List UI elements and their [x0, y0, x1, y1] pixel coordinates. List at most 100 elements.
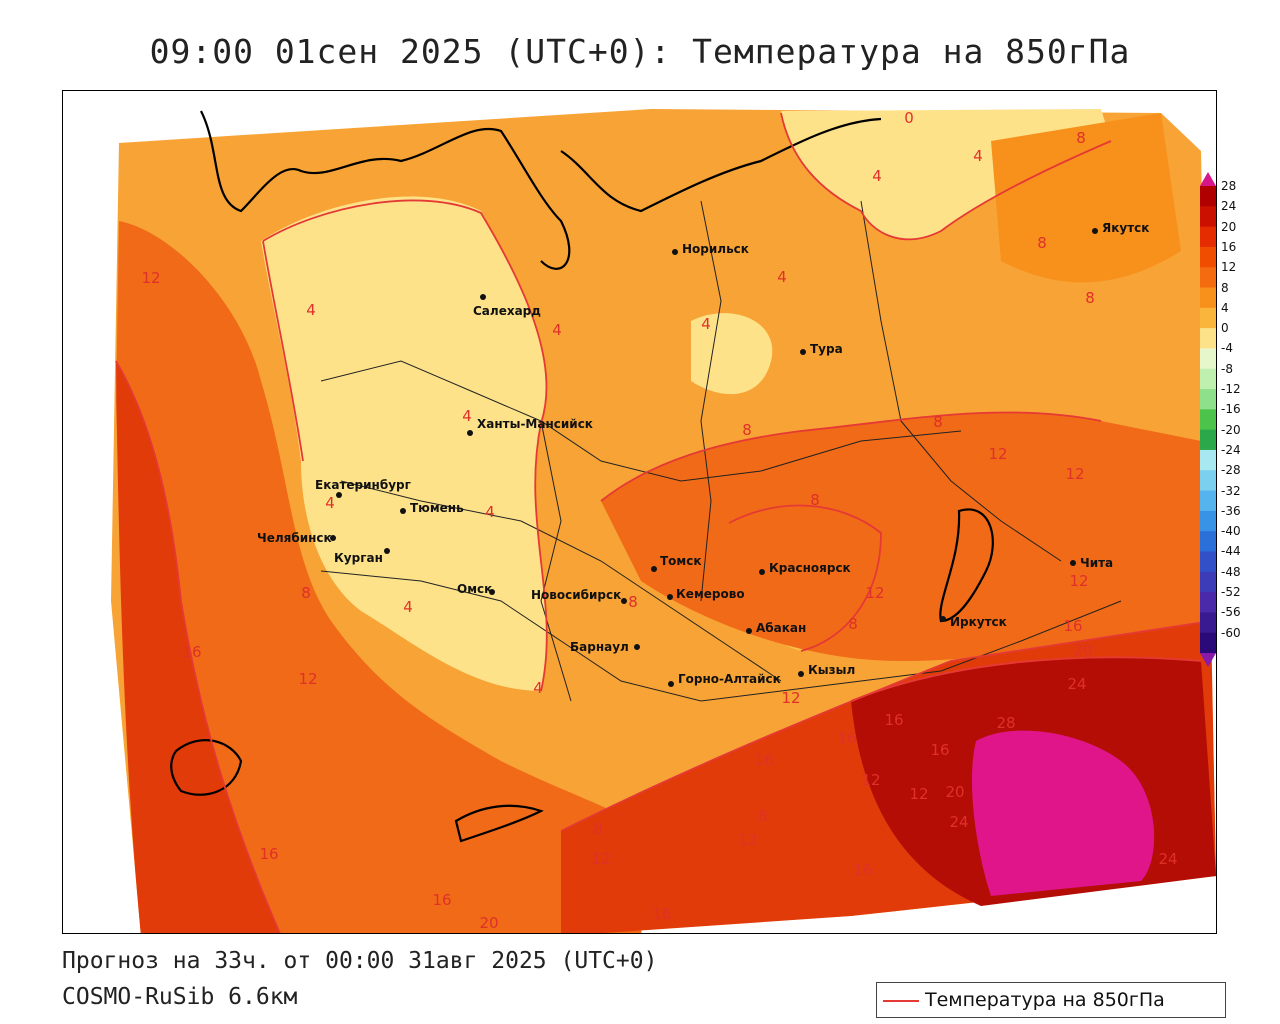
city-label: Омск [457, 582, 492, 596]
forecast-info: Прогноз на 33ч. от 00:00 31авг 2025 (UTC… [62, 948, 658, 974]
colorbar-cell [1200, 612, 1216, 634]
isoline-label: 16 [432, 891, 451, 909]
model-info: COSMO-RuSib 6.6км [62, 984, 298, 1010]
extreme-zone [971, 730, 1155, 896]
colorbar-tick-label: 8 [1221, 280, 1229, 295]
isoline-label: 4 [552, 321, 562, 339]
colorbar-tick-label: -32 [1221, 483, 1241, 498]
isoline-label: 12 [1069, 572, 1088, 590]
colorbar-tick-label: -56 [1221, 605, 1241, 620]
city-label: Томск [660, 554, 702, 568]
isoline-label: 12 [1065, 465, 1084, 483]
colorbar-cell [1200, 267, 1216, 289]
legend-label: Температура на 850гПа [925, 989, 1165, 1011]
city-dot [621, 598, 627, 604]
colorbar-tick-label: 28 [1221, 179, 1237, 193]
isoline-label: 12 [909, 785, 928, 803]
city-dot [489, 589, 495, 595]
colorbar-cell [1200, 490, 1216, 512]
city-dot [759, 569, 765, 575]
city-dot [798, 671, 804, 677]
city-dot [1070, 560, 1076, 566]
isoline-label: 8 [593, 820, 603, 838]
colorbar-cell [1200, 206, 1216, 228]
isoline-label: 12 [781, 689, 800, 707]
colorbar-cell [1200, 389, 1216, 410]
colorbar-cell [1200, 186, 1216, 207]
colorbar-cell [1200, 287, 1216, 309]
isoline-label: 0 [904, 109, 914, 127]
map-title: 09:00 01сен 2025 (UTC+0): Температура на… [149, 32, 1131, 71]
warm-zone-northeast [991, 113, 1181, 283]
colorbar-tick-label: -8 [1221, 361, 1233, 376]
isoline-label: 8 [628, 593, 638, 611]
colorbar-tick-label: 12 [1221, 260, 1237, 275]
colorbar-tick-label: 16 [1221, 239, 1237, 254]
city-dot [667, 594, 673, 600]
isoline-label: 4 [872, 167, 882, 185]
colorbar-cell [1200, 571, 1216, 593]
isoline-label: 16 [853, 861, 872, 879]
isoline-label: 12 [865, 584, 884, 602]
colorbar-cell [1200, 632, 1216, 654]
colorbar-tick-label: -44 [1221, 544, 1241, 559]
temperature-colorbar [1200, 172, 1216, 667]
city-dot [672, 249, 678, 255]
isoline-label: 12 [298, 670, 317, 688]
warm-zone-east [601, 412, 1211, 661]
isoline-label: 28 [996, 714, 1015, 732]
isoline-label: 16 [884, 711, 903, 729]
city-dot [384, 548, 390, 554]
colorbar-cell [1200, 307, 1216, 329]
city-label: Кемерово [676, 587, 745, 601]
colorbar-tick-label: -36 [1221, 503, 1241, 518]
colorbar-cell [1200, 246, 1216, 268]
isoline-label: 8 [1037, 234, 1047, 252]
city-label: Екатеринбург [315, 478, 411, 492]
isoline-label: 16 [837, 729, 856, 747]
colorbar-tick-label: -4 [1221, 341, 1233, 356]
warm-zone-west [116, 221, 651, 933]
isoline-label: 20 [945, 783, 964, 801]
colorbar-cell [1200, 226, 1216, 248]
isoline-label: 12 [591, 850, 610, 868]
isoline-label: 8 [848, 615, 858, 633]
hot-zone-west [116, 361, 280, 933]
isoline-label: 20 [1073, 641, 1092, 659]
city-dot [800, 349, 806, 355]
colorbar-bottom-triangle [1200, 653, 1216, 667]
city-dot [330, 535, 336, 541]
city-label: Барнаул [570, 640, 629, 654]
city-label: Чита [1080, 556, 1113, 570]
isoline-label: 16 [182, 643, 201, 661]
city-label: Иркутск [950, 615, 1007, 629]
colorbar-cell [1200, 510, 1216, 532]
legend-box: Температура на 850гПа [876, 982, 1226, 1018]
city-label: Челябинск [257, 531, 332, 545]
colorbar-tick-label: -52 [1221, 585, 1241, 600]
city-label: Салехард [473, 304, 541, 318]
city-dot [940, 616, 946, 622]
isoline-label: 8 [758, 807, 768, 825]
city-dot [400, 508, 406, 514]
cool-zone-west [261, 196, 547, 692]
colorbar-tick-label: -12 [1221, 382, 1241, 397]
city-label: Курган [334, 551, 383, 565]
isoline-label: 8 [810, 491, 820, 509]
isotherms [115, 112, 1212, 933]
city-dot [1092, 228, 1098, 234]
isoline-label: 16 [259, 845, 278, 863]
city-label: Новосибирск [531, 588, 621, 602]
colorbar-tick-label: 20 [1221, 219, 1237, 234]
isoline-label: 4 [533, 679, 543, 697]
colorbar-tick-label: -60 [1221, 625, 1241, 640]
city-label: Красноярск [769, 561, 851, 575]
colorbar-cell [1200, 409, 1216, 431]
isoline-label: 4 [777, 268, 787, 286]
colorbar-tick-label: 24 [1221, 199, 1237, 214]
isoline-label: 8 [1085, 289, 1095, 307]
city-dot [467, 430, 473, 436]
isoline-label: 12 [738, 831, 757, 849]
colorbar-cell [1200, 531, 1216, 552]
isoline-value-labels: 0 8 4 4 8 8 12 4 4 4 4 4 8 8 12 12 8 4 4… [141, 109, 1177, 932]
